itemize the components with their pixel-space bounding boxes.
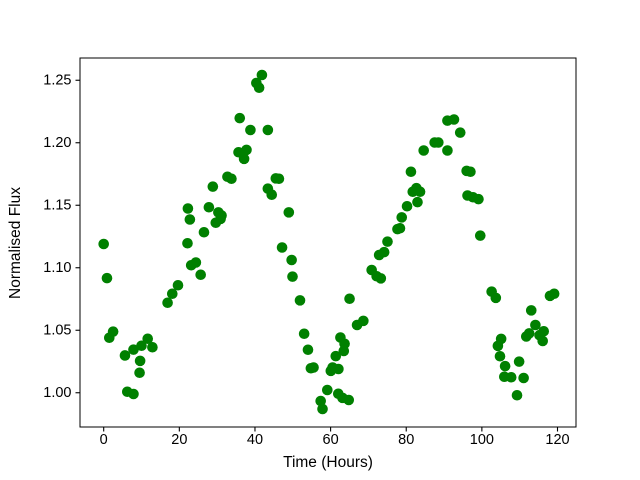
svg-text:100: 100 xyxy=(470,432,494,448)
svg-text:40: 40 xyxy=(247,432,263,448)
svg-text:120: 120 xyxy=(545,432,569,448)
svg-text:1.00: 1.00 xyxy=(43,385,71,401)
svg-text:1.25: 1.25 xyxy=(43,72,71,88)
svg-text:1.05: 1.05 xyxy=(43,322,71,338)
svg-text:60: 60 xyxy=(323,432,339,448)
svg-text:1.10: 1.10 xyxy=(43,260,71,276)
svg-text:80: 80 xyxy=(398,432,414,448)
svg-text:Normalised Flux: Normalised Flux xyxy=(7,187,24,299)
svg-text:Time (Hours): Time (Hours) xyxy=(283,454,373,471)
svg-text:20: 20 xyxy=(171,432,187,448)
svg-text:1.15: 1.15 xyxy=(43,197,71,213)
svg-text:1.20: 1.20 xyxy=(43,135,71,151)
svg-text:0: 0 xyxy=(100,432,108,448)
